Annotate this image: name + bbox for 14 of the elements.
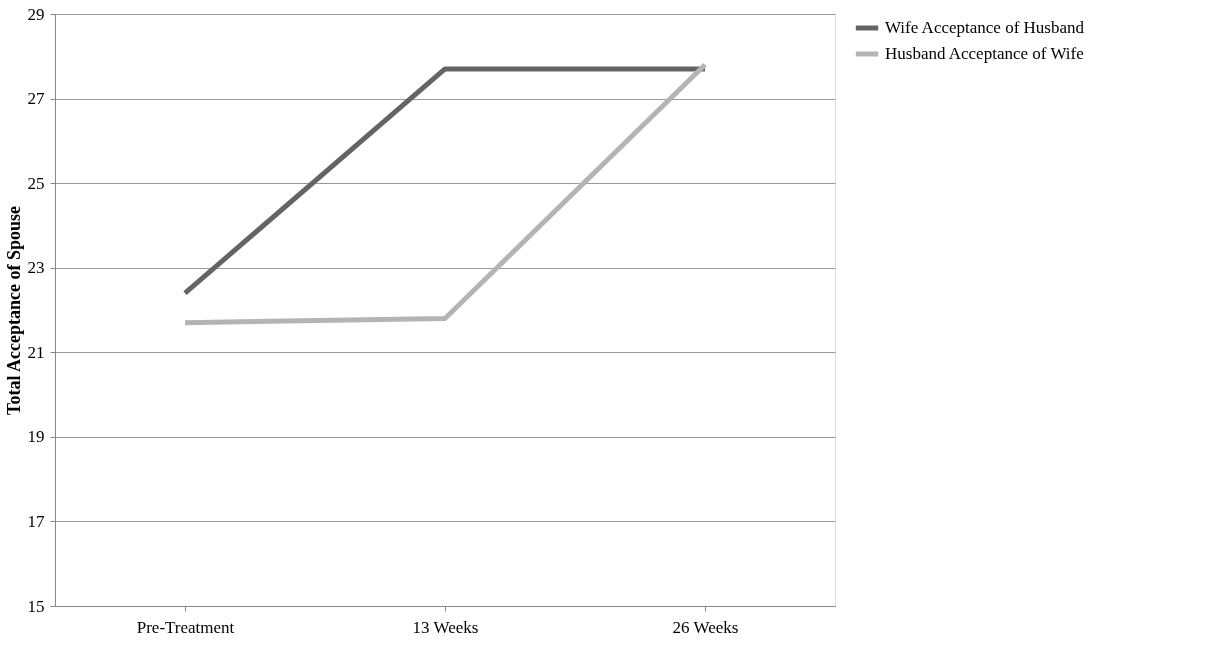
y-tick-label: 19 (27, 427, 45, 447)
legend-label: Wife Acceptance of Husband (885, 18, 1085, 37)
y-tick-label: 29 (27, 4, 45, 24)
x-tick-label: Pre-Treatment (136, 617, 235, 637)
x-tick-label: 26 Weeks (672, 617, 739, 637)
y-axis-title: Total Acceptance of Spouse (3, 206, 24, 415)
legend-label: Husband Acceptance of Wife (885, 44, 1084, 63)
y-tick-label: 21 (27, 342, 45, 362)
y-tick-label: 15 (27, 596, 45, 616)
y-tick-label: 23 (27, 258, 45, 278)
y-tick-label: 27 (27, 89, 45, 109)
x-tick-label: 13 Weeks (412, 617, 479, 637)
y-tick-label: 25 (27, 173, 45, 193)
y-tick-label: 17 (27, 511, 45, 531)
